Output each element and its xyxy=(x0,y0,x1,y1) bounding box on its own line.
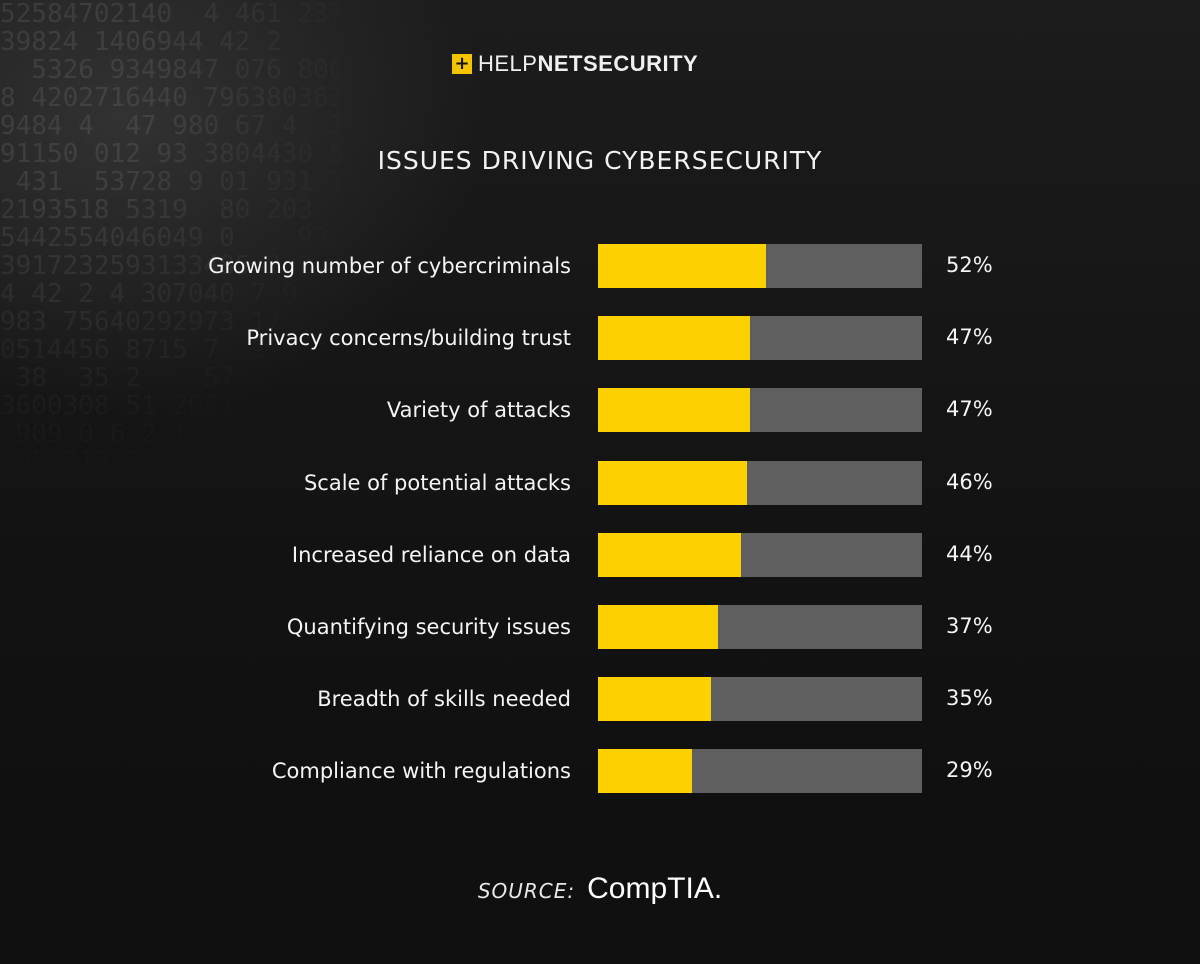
bar xyxy=(598,677,711,721)
data-label: 44% xyxy=(946,542,993,566)
source-credit: SOURCE: CompTIA. xyxy=(0,872,1200,906)
bar-track xyxy=(598,316,922,360)
category-label: Scale of potential attacks xyxy=(303,471,571,495)
category-label: Growing number of cybercriminals xyxy=(208,254,571,278)
helpnetsecurity-logo: + HELPNETSECURITY xyxy=(452,51,698,77)
data-label: 35% xyxy=(946,686,993,710)
bar-track xyxy=(598,605,922,649)
bar xyxy=(598,533,741,577)
category-label: Breadth of skills needed xyxy=(317,687,571,711)
data-label: 37% xyxy=(946,614,993,638)
bar-track xyxy=(598,244,922,288)
data-label: 46% xyxy=(946,470,993,494)
data-label: 47% xyxy=(946,325,993,349)
logo-text-bold: NETSECURITY xyxy=(537,51,699,76)
data-label: 52% xyxy=(946,253,993,277)
bar-track xyxy=(598,677,922,721)
plus-icon: + xyxy=(452,54,472,74)
data-label: 29% xyxy=(946,758,993,782)
bar-track xyxy=(598,388,922,432)
bar xyxy=(598,388,750,432)
bar xyxy=(598,461,747,505)
comptia-logo: CompTIA. xyxy=(587,872,723,905)
bar xyxy=(598,244,766,288)
digital-rain-decoration: 52584702140 4 461 237 39824 1406944 42 2… xyxy=(0,0,340,520)
bar-track xyxy=(598,533,922,577)
bar xyxy=(598,605,718,649)
bar xyxy=(598,316,750,360)
bar-track xyxy=(598,461,922,505)
data-label: 47% xyxy=(946,397,993,421)
logo-wordmark: HELPNETSECURITY xyxy=(478,51,698,77)
category-label: Privacy concerns/building trust xyxy=(246,326,571,350)
category-label: Quantifying security issues xyxy=(286,615,571,639)
source-label: SOURCE: xyxy=(477,879,576,903)
bar xyxy=(598,749,692,793)
chart-title: ISSUES DRIVING CYBERSECURITY xyxy=(377,146,823,175)
category-label: Variety of attacks xyxy=(386,398,571,422)
bar-track xyxy=(598,749,922,793)
logo-text-light: HELP xyxy=(478,51,538,76)
category-label: Compliance with regulations xyxy=(271,759,571,783)
category-label: Increased reliance on data xyxy=(291,543,571,567)
